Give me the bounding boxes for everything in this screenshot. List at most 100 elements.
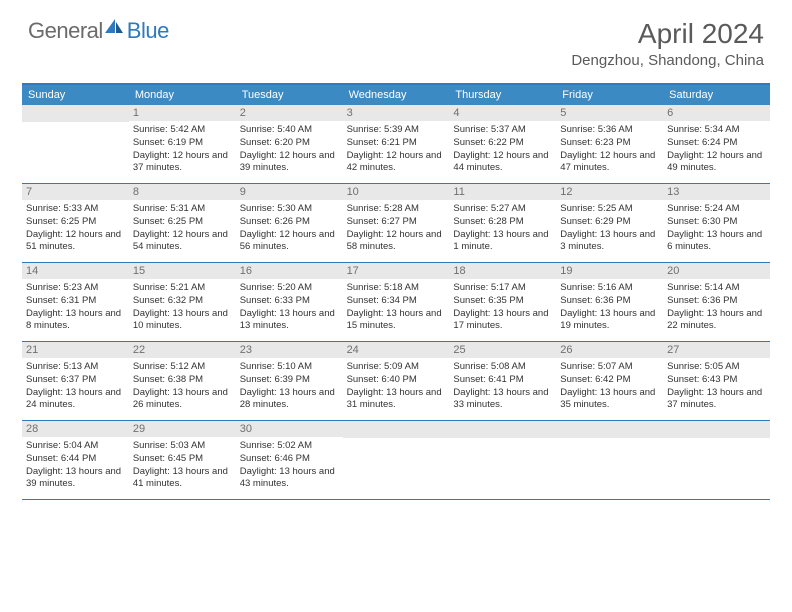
- day-info: Sunrise: 5:21 AMSunset: 6:32 PMDaylight:…: [133, 282, 232, 333]
- day-info: Sunrise: 5:31 AMSunset: 6:25 PMDaylight:…: [133, 203, 232, 254]
- day-number: 28: [22, 421, 129, 437]
- day-info: Sunrise: 5:02 AMSunset: 6:46 PMDaylight:…: [240, 440, 339, 491]
- day-cell: 24Sunrise: 5:09 AMSunset: 6:40 PMDayligh…: [343, 342, 450, 420]
- day-info: Sunrise: 5:30 AMSunset: 6:26 PMDaylight:…: [240, 203, 339, 254]
- empty-day-header: [343, 421, 450, 438]
- day-cell: 19 Sunrise: 5:16 AMSunset: 6:36 PMDayligh…: [556, 263, 663, 341]
- day-number: 13: [663, 184, 770, 200]
- day-info: Sunrise: 5:14 AMSunset: 6:36 PMDaylight:…: [667, 282, 766, 333]
- day-info: Sunrise: 5:25 AMSunset: 6:29 PMDaylight:…: [560, 203, 659, 254]
- week-row: 21Sunrise: 5:13 AMSunset: 6:37 PMDayligh…: [22, 342, 770, 421]
- day-cell: 6Sunrise: 5:34 AMSunset: 6:24 PMDaylight…: [663, 105, 770, 183]
- day-number: 8: [129, 184, 236, 200]
- day-cell: 12Sunrise: 5:25 AMSunset: 6:29 PMDayligh…: [556, 184, 663, 262]
- day-number: 26: [556, 342, 663, 358]
- day-cell: 16Sunrise: 5:20 AMSunset: 6:33 PMDayligh…: [236, 263, 343, 341]
- location-label: Dengzhou, Shandong, China: [571, 52, 764, 69]
- day-cell: 5Sunrise: 5:36 AMSunset: 6:23 PMDaylight…: [556, 105, 663, 183]
- day-cell: 28 Sunrise: 5:04 AMSunset: 6:44 PMDayligh…: [22, 421, 129, 499]
- day-info: Sunrise: 5:04 AMSunset: 6:44 PMDaylight:…: [26, 440, 125, 491]
- day-cell: 30 Sunrise: 5:02 AMSunset: 6:46 PMDayligh…: [236, 421, 343, 499]
- day-cell: [343, 421, 450, 499]
- day-number: 18: [449, 263, 556, 279]
- day-number: 2: [236, 105, 343, 121]
- day-info: Sunrise: 5:05 AMSunset: 6:43 PMDaylight:…: [667, 361, 766, 412]
- day-number: 9: [236, 184, 343, 200]
- day-info: Sunrise: 5:42 AMSunset: 6:19 PMDaylight:…: [133, 124, 232, 175]
- title-block: April 2024 Dengzhou, Shandong, China: [571, 18, 764, 69]
- day-info: Sunrise: 5:18 AMSunset: 6:34 PMDaylight:…: [347, 282, 446, 333]
- day-cell: 18 Sunrise: 5:17 AMSunset: 6:35 PMDayligh…: [449, 263, 556, 341]
- day-number: 27: [663, 342, 770, 358]
- day-info: Sunrise: 5:09 AMSunset: 6:40 PMDaylight:…: [347, 361, 446, 412]
- day-cell: [663, 421, 770, 499]
- weekday-cell: Thursday: [449, 85, 556, 105]
- weekday-cell: Monday: [129, 85, 236, 105]
- day-number: 4: [449, 105, 556, 121]
- weekday-cell: Saturday: [663, 85, 770, 105]
- day-cell: 15 Sunrise: 5:21 AMSunset: 6:32 PMDayligh…: [129, 263, 236, 341]
- day-info: Sunrise: 5:39 AMSunset: 6:21 PMDaylight:…: [347, 124, 446, 175]
- week-row: 28 Sunrise: 5:04 AMSunset: 6:44 PMDayligh…: [22, 421, 770, 500]
- month-title: April 2024: [571, 18, 764, 50]
- calendar: SundayMondayTuesdayWednesdayThursdayFrid…: [22, 83, 770, 500]
- day-cell: 1 Sunrise: 5:42 AMSunset: 6:19 PMDaylight…: [129, 105, 236, 183]
- day-cell: [449, 421, 556, 499]
- day-info: Sunrise: 5:23 AMSunset: 6:31 PMDaylight:…: [26, 282, 125, 333]
- day-cell: 23 Sunrise: 5:10 AMSunset: 6:39 PMDayligh…: [236, 342, 343, 420]
- day-cell: 7Sunrise: 5:33 AMSunset: 6:25 PMDaylight…: [22, 184, 129, 262]
- empty-day-header: [556, 421, 663, 438]
- day-number: 17: [343, 263, 450, 279]
- day-cell: 25 Sunrise: 5:08 AMSunset: 6:41 PMDayligh…: [449, 342, 556, 420]
- day-number: 11: [449, 184, 556, 200]
- day-number: 1: [129, 105, 236, 121]
- day-info: Sunrise: 5:37 AMSunset: 6:22 PMDaylight:…: [453, 124, 552, 175]
- day-cell: 4 Sunrise: 5:37 AMSunset: 6:22 PMDaylight…: [449, 105, 556, 183]
- day-number: 29: [129, 421, 236, 437]
- day-info: Sunrise: 5:34 AMSunset: 6:24 PMDaylight:…: [667, 124, 766, 175]
- day-number: 22: [129, 342, 236, 358]
- day-number: 14: [22, 263, 129, 279]
- logo: General Blue: [28, 18, 169, 44]
- day-number: 20: [663, 263, 770, 279]
- day-info: Sunrise: 5:10 AMSunset: 6:39 PMDaylight:…: [240, 361, 339, 412]
- day-cell: [22, 105, 129, 183]
- day-info: Sunrise: 5:12 AMSunset: 6:38 PMDaylight:…: [133, 361, 232, 412]
- day-number: 15: [129, 263, 236, 279]
- day-info: Sunrise: 5:20 AMSunset: 6:33 PMDaylight:…: [240, 282, 339, 333]
- day-info: Sunrise: 5:24 AMSunset: 6:30 PMDaylight:…: [667, 203, 766, 254]
- week-row: 1 Sunrise: 5:42 AMSunset: 6:19 PMDaylight…: [22, 105, 770, 184]
- day-cell: 21Sunrise: 5:13 AMSunset: 6:37 PMDayligh…: [22, 342, 129, 420]
- day-number: 3: [343, 105, 450, 121]
- day-info: Sunrise: 5:16 AMSunset: 6:36 PMDaylight:…: [560, 282, 659, 333]
- day-number: 23: [236, 342, 343, 358]
- weekday-cell: Friday: [556, 85, 663, 105]
- day-info: Sunrise: 5:08 AMSunset: 6:41 PMDaylight:…: [453, 361, 552, 412]
- day-info: Sunrise: 5:17 AMSunset: 6:35 PMDaylight:…: [453, 282, 552, 333]
- day-cell: 22 Sunrise: 5:12 AMSunset: 6:38 PMDayligh…: [129, 342, 236, 420]
- week-row: 7Sunrise: 5:33 AMSunset: 6:25 PMDaylight…: [22, 184, 770, 263]
- day-cell: 2Sunrise: 5:40 AMSunset: 6:20 PMDaylight…: [236, 105, 343, 183]
- day-info: Sunrise: 5:28 AMSunset: 6:27 PMDaylight:…: [347, 203, 446, 254]
- day-number: 30: [236, 421, 343, 437]
- header: General Blue April 2024 Dengzhou, Shando…: [0, 0, 792, 77]
- weekday-cell: Wednesday: [343, 85, 450, 105]
- day-cell: 27 Sunrise: 5:05 AMSunset: 6:43 PMDayligh…: [663, 342, 770, 420]
- day-info: Sunrise: 5:27 AMSunset: 6:28 PMDaylight:…: [453, 203, 552, 254]
- day-cell: 11 Sunrise: 5:27 AMSunset: 6:28 PMDayligh…: [449, 184, 556, 262]
- day-cell: 26Sunrise: 5:07 AMSunset: 6:42 PMDayligh…: [556, 342, 663, 420]
- day-cell: 29 Sunrise: 5:03 AMSunset: 6:45 PMDayligh…: [129, 421, 236, 499]
- week-row: 14 Sunrise: 5:23 AMSunset: 6:31 PMDayligh…: [22, 263, 770, 342]
- logo-text-blue: Blue: [127, 18, 169, 44]
- weekday-cell: Sunday: [22, 85, 129, 105]
- day-number: 19: [556, 263, 663, 279]
- weekday-header-row: SundayMondayTuesdayWednesdayThursdayFrid…: [22, 85, 770, 105]
- day-number: 25: [449, 342, 556, 358]
- empty-day-header: [22, 105, 129, 122]
- day-info: Sunrise: 5:03 AMSunset: 6:45 PMDaylight:…: [133, 440, 232, 491]
- day-info: Sunrise: 5:13 AMSunset: 6:37 PMDaylight:…: [26, 361, 125, 412]
- empty-day-header: [663, 421, 770, 438]
- weekday-cell: Tuesday: [236, 85, 343, 105]
- day-cell: [556, 421, 663, 499]
- day-cell: 3 Sunrise: 5:39 AMSunset: 6:21 PMDaylight…: [343, 105, 450, 183]
